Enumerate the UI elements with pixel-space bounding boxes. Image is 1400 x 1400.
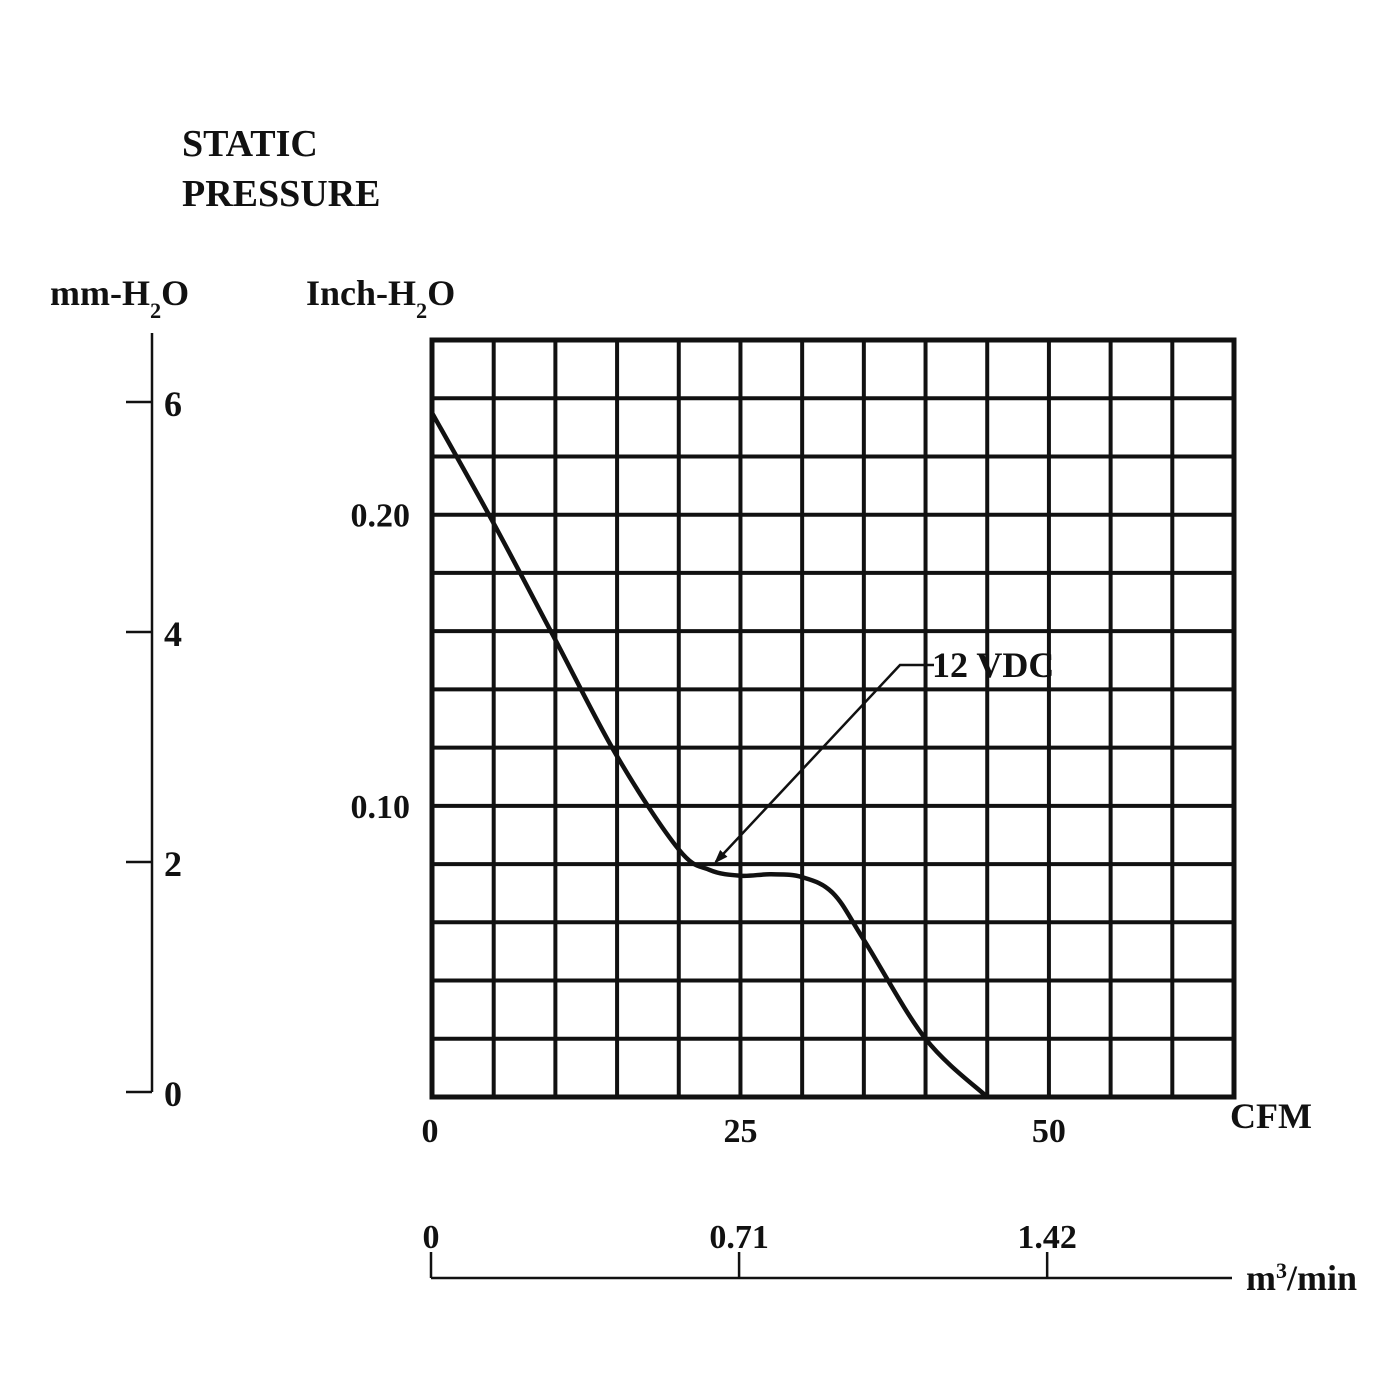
m3-tick-label: 0 xyxy=(423,1219,440,1256)
axis-labels: 12 VDC 0 2 4 6 0.10 0.20 mm-H2O Inch-H2O 0 25 50 CFM… xyxy=(50,273,1357,1298)
plot-border xyxy=(429,337,1237,1100)
inch-axis-label: Inch-H2O xyxy=(306,273,455,323)
annotation-arrow xyxy=(714,663,934,864)
cfm-tick-label: 25 xyxy=(723,1113,757,1150)
mm-tick-label: 6 xyxy=(164,384,182,424)
inch-tick-label: 0.20 xyxy=(351,498,411,535)
series-layer xyxy=(430,411,989,1099)
annotation-label: 12 VDC xyxy=(932,645,1054,685)
mm-tick-label: 0 xyxy=(164,1074,182,1114)
m3-axis-label: m3/min xyxy=(1246,1258,1357,1299)
mm-axis-label: mm-H2O xyxy=(50,273,189,323)
chart-title-line-1: STATIC xyxy=(182,123,318,165)
plot-frame xyxy=(429,337,1237,1100)
mm-tick-label: 4 xyxy=(164,614,182,654)
grid-lines xyxy=(432,340,1234,1097)
m3-tick-label: 1.42 xyxy=(1017,1219,1077,1256)
m3-tick-label: 0.71 xyxy=(709,1219,769,1256)
chart-title-line-2: PRESSURE xyxy=(182,173,381,215)
inch-tick-label: 0.10 xyxy=(351,789,411,826)
cfm-axis-label: CFM xyxy=(1230,1096,1312,1136)
cfm-tick-label: 50 xyxy=(1032,1113,1066,1150)
cfm-tick-label: 0 xyxy=(422,1113,439,1150)
mm-tick-label: 2 xyxy=(164,844,182,884)
series-line-12vdc xyxy=(430,411,989,1099)
axis-marks xyxy=(126,333,1232,1280)
